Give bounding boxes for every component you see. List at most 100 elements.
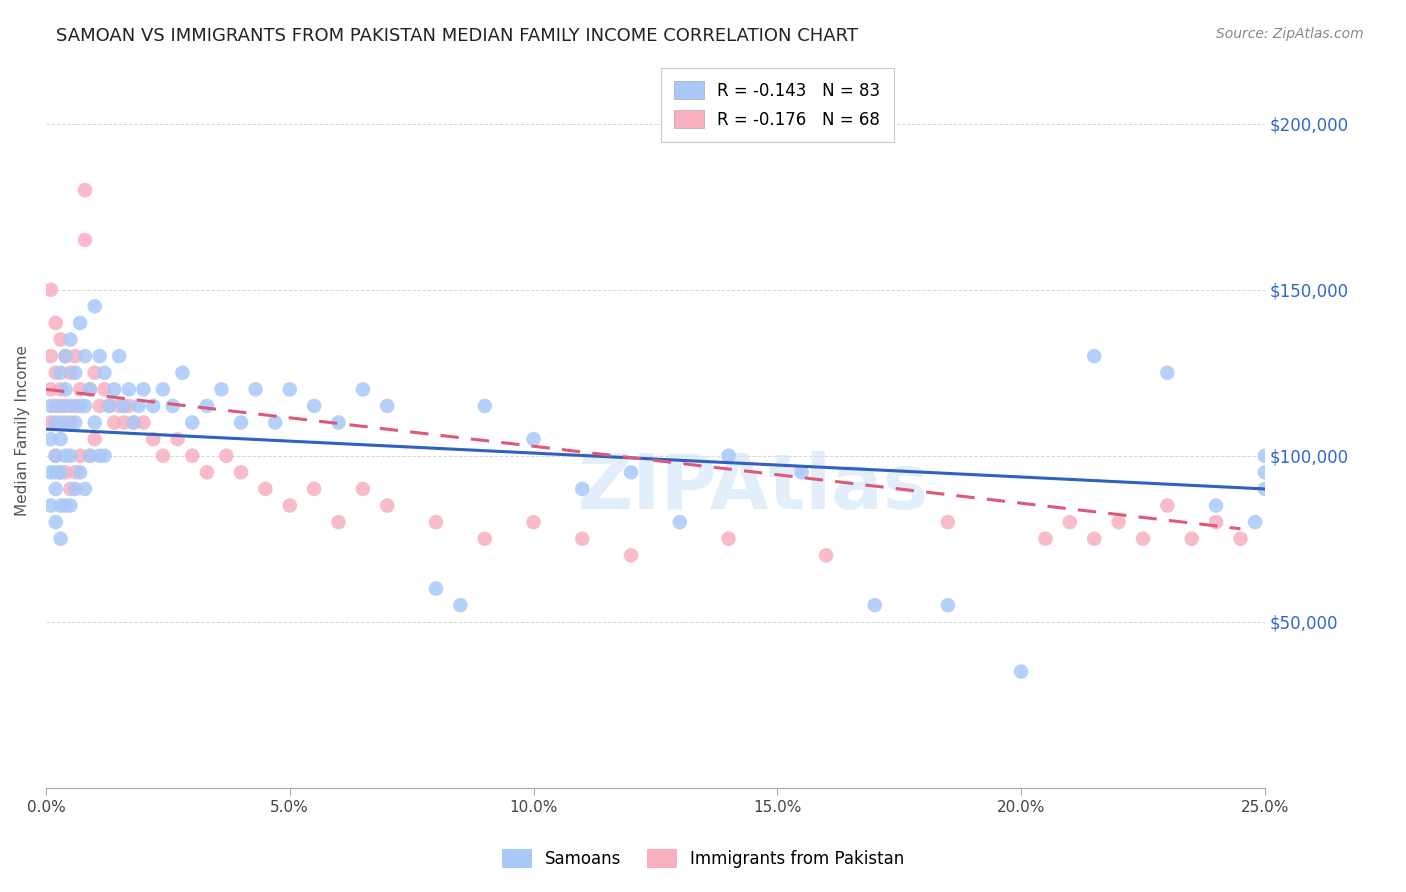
Point xyxy=(93,382,115,396)
Point xyxy=(73,399,96,413)
Point xyxy=(863,598,886,612)
Point xyxy=(79,382,101,396)
Point xyxy=(1254,482,1277,496)
Point xyxy=(59,399,82,413)
Point xyxy=(55,399,77,413)
Point xyxy=(49,432,72,446)
Point xyxy=(83,299,105,313)
Point xyxy=(39,416,62,430)
Point xyxy=(39,499,62,513)
Point xyxy=(122,416,145,430)
Point xyxy=(522,515,544,529)
Point xyxy=(108,349,131,363)
Point xyxy=(79,449,101,463)
Point xyxy=(1083,349,1105,363)
Point xyxy=(49,366,72,380)
Point xyxy=(790,466,813,480)
Point xyxy=(128,399,150,413)
Point xyxy=(59,499,82,513)
Point xyxy=(108,399,131,413)
Point xyxy=(717,449,740,463)
Point xyxy=(55,499,77,513)
Point xyxy=(1059,515,1081,529)
Point xyxy=(352,382,374,396)
Point xyxy=(172,366,194,380)
Point xyxy=(1205,515,1227,529)
Point xyxy=(449,598,471,612)
Point xyxy=(1108,515,1130,529)
Point xyxy=(65,482,87,496)
Point xyxy=(49,416,72,430)
Point xyxy=(181,416,204,430)
Point xyxy=(39,432,62,446)
Point xyxy=(103,416,125,430)
Point xyxy=(302,482,325,496)
Point xyxy=(45,449,67,463)
Point xyxy=(89,349,111,363)
Point xyxy=(1181,532,1204,546)
Point xyxy=(302,399,325,413)
Point xyxy=(375,499,398,513)
Point xyxy=(65,416,87,430)
Point xyxy=(45,482,67,496)
Point xyxy=(215,449,238,463)
Point xyxy=(55,416,77,430)
Point xyxy=(425,582,447,596)
Point xyxy=(69,466,91,480)
Point xyxy=(45,399,67,413)
Point xyxy=(55,349,77,363)
Point xyxy=(59,449,82,463)
Point xyxy=(1083,532,1105,546)
Point xyxy=(152,382,174,396)
Point xyxy=(65,366,87,380)
Point xyxy=(132,382,155,396)
Point xyxy=(717,532,740,546)
Point xyxy=(152,449,174,463)
Point xyxy=(45,366,67,380)
Point xyxy=(474,532,496,546)
Point xyxy=(39,349,62,363)
Point xyxy=(39,466,62,480)
Point xyxy=(73,233,96,247)
Text: Source: ZipAtlas.com: Source: ZipAtlas.com xyxy=(1216,27,1364,41)
Point xyxy=(39,382,62,396)
Point xyxy=(1254,466,1277,480)
Point xyxy=(195,466,218,480)
Point xyxy=(132,416,155,430)
Point xyxy=(65,399,87,413)
Point xyxy=(55,382,77,396)
Point xyxy=(278,382,301,396)
Point xyxy=(195,399,218,413)
Point xyxy=(69,399,91,413)
Point xyxy=(162,399,184,413)
Point xyxy=(245,382,267,396)
Text: ZIPAtlas: ZIPAtlas xyxy=(578,451,928,525)
Point xyxy=(59,416,82,430)
Point xyxy=(98,399,121,413)
Point xyxy=(181,449,204,463)
Point xyxy=(49,382,72,396)
Point xyxy=(69,382,91,396)
Point xyxy=(59,482,82,496)
Point xyxy=(668,515,690,529)
Point xyxy=(571,532,593,546)
Point xyxy=(142,399,165,413)
Point xyxy=(211,382,233,396)
Point xyxy=(83,366,105,380)
Point xyxy=(65,349,87,363)
Point xyxy=(45,449,67,463)
Point xyxy=(936,515,959,529)
Point xyxy=(45,416,67,430)
Point xyxy=(474,399,496,413)
Point xyxy=(69,449,91,463)
Point xyxy=(620,549,643,563)
Point xyxy=(89,449,111,463)
Point xyxy=(93,366,115,380)
Point xyxy=(69,316,91,330)
Point xyxy=(55,466,77,480)
Point xyxy=(73,349,96,363)
Point xyxy=(1010,665,1032,679)
Point xyxy=(39,283,62,297)
Point xyxy=(425,515,447,529)
Point xyxy=(620,466,643,480)
